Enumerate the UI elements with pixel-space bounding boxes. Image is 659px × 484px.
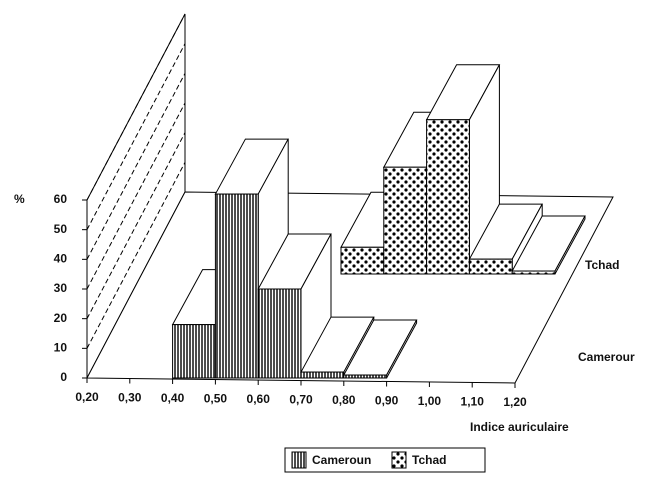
grid-line — [86, 13, 186, 201]
y-tick-label: 30 — [54, 281, 68, 295]
x-tick-label: 1,20 — [503, 395, 527, 409]
y-tick-label: 10 — [54, 341, 68, 355]
bar — [468, 258, 513, 275]
bar — [340, 246, 385, 275]
y-axis-label: % — [14, 192, 25, 206]
y-tick-label: 20 — [54, 311, 68, 325]
grid-line — [86, 102, 186, 290]
x-tick-label: 0,90 — [375, 394, 399, 408]
y-tick-label: 60 — [54, 192, 68, 206]
bar — [426, 119, 470, 275]
legend-swatch — [291, 451, 307, 469]
y-tick-label: 50 — [54, 222, 68, 236]
legend-box — [284, 447, 486, 473]
x-tick-label: 0,80 — [332, 393, 356, 407]
row-label: Camerour — [578, 350, 635, 364]
y-tick-label: 40 — [54, 252, 68, 266]
grid-line — [86, 162, 186, 349]
x-tick-label: 0,30 — [118, 391, 142, 405]
bar — [300, 371, 345, 379]
grid-line — [86, 132, 186, 319]
bar — [511, 270, 556, 275]
x-tick-label: 0,40 — [161, 391, 185, 405]
legend-swatch — [391, 451, 407, 469]
x-tick-label: 0,50 — [204, 392, 228, 406]
y-tick-label: 0 — [60, 370, 67, 384]
x-tick-label: 1,10 — [461, 395, 485, 409]
x-axis-label: Indice auriculaire — [470, 420, 569, 434]
bar — [172, 324, 216, 379]
grid-line — [86, 73, 186, 260]
bar — [343, 374, 388, 379]
bar — [383, 166, 428, 275]
x-tick-label: 0,60 — [247, 392, 271, 406]
legend-label: Cameroun — [312, 453, 371, 467]
legend-label: Tchad — [412, 453, 446, 467]
bar — [214, 193, 259, 379]
row-label: Tchad — [585, 258, 619, 272]
grid-line — [86, 43, 186, 230]
bar — [257, 288, 302, 379]
x-tick-label: 0,70 — [289, 393, 313, 407]
x-tick-label: 1,00 — [418, 394, 442, 408]
x-tick-label: 0,20 — [75, 390, 99, 404]
